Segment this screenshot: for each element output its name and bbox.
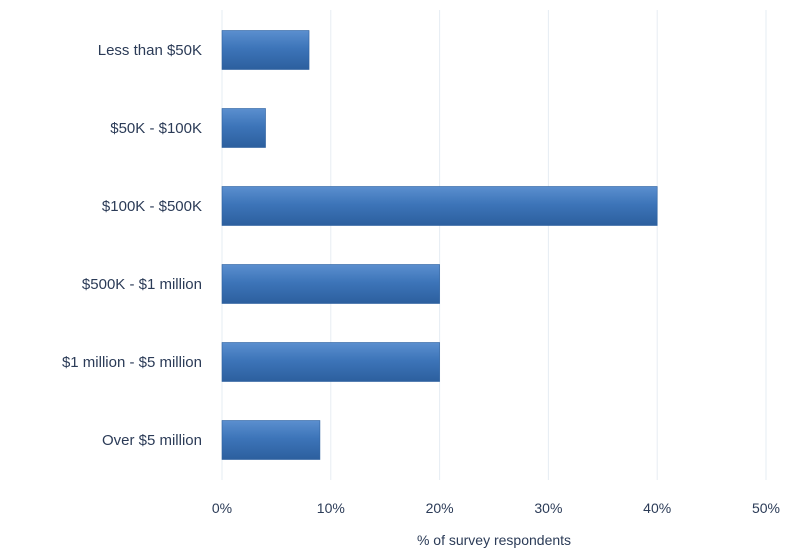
category-labels: Less than $50K $50K - $100K $100K - $500K $… [62,42,202,449]
x-tick-labels: 0% 10% 20% 30% 40% 50% [212,500,780,516]
category-label: Less than $50K [98,42,202,59]
bar [221,186,658,226]
bar [221,108,266,148]
bar [221,264,440,304]
category-label: Over $5 million [102,432,202,449]
x-axis-title: % of survey respondents [417,532,571,548]
bar [221,420,321,460]
x-tick-label: 40% [643,500,671,516]
x-tick-label: 50% [752,500,780,516]
category-label: $50K - $100K [110,120,202,137]
category-label: $500K - $1 million [82,276,202,293]
x-tick-label: 20% [426,500,454,516]
x-tick-label: 10% [317,500,345,516]
gridlines [221,10,767,480]
x-tick-label: 0% [212,500,232,516]
category-label: $1 million - $5 million [62,354,202,371]
category-label: $100K - $500K [102,198,202,215]
x-tick-label: 30% [534,500,562,516]
bar [221,30,310,70]
bars [221,30,658,460]
bar [221,342,440,382]
